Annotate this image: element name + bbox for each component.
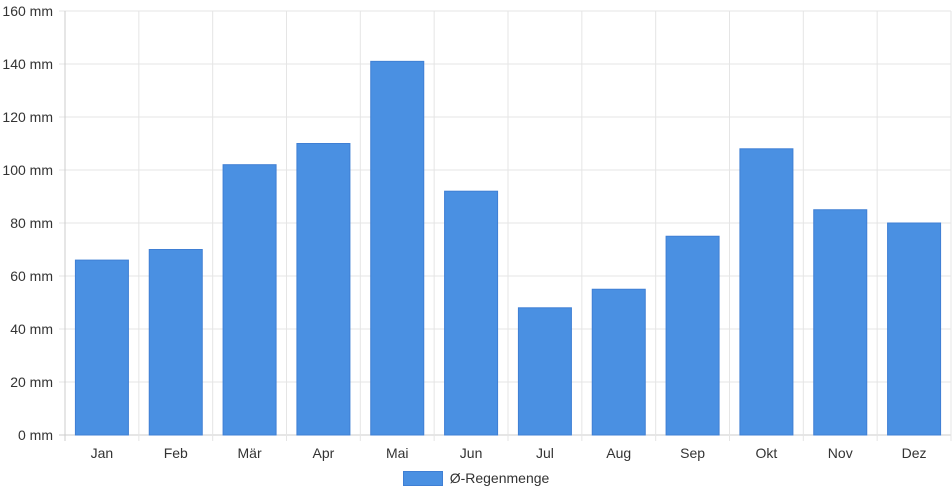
legend[interactable]: Ø-Regenmenge: [0, 470, 952, 486]
y-tick-label: 0 mm: [18, 427, 53, 443]
y-tick-label: 140 mm: [2, 56, 53, 72]
grid-lines: [59, 10, 952, 441]
x-tick-label: Nov: [828, 445, 853, 461]
legend-swatch: [402, 470, 443, 486]
bar-Nov[interactable]: [813, 209, 868, 436]
bar-Jul[interactable]: [517, 307, 572, 436]
bar-Jan[interactable]: [74, 259, 129, 436]
y-tick-label: 100 mm: [2, 162, 53, 178]
x-tick-label: Jun: [460, 445, 483, 461]
x-tick-label: Feb: [164, 445, 188, 461]
bar-Dez[interactable]: [887, 222, 942, 436]
x-tick-label: Jan: [91, 445, 114, 461]
y-tick-label: 80 mm: [10, 215, 53, 231]
x-tick-label: Jul: [536, 445, 554, 461]
x-axis-ticks: Jan Feb Mär Apr Mai Jun Jul Aug Sep Okt Nov Dez: [91, 445, 927, 461]
bar-Okt[interactable]: [739, 148, 794, 436]
bar-Apr[interactable]: [296, 143, 351, 436]
x-tick-label: Okt: [756, 445, 778, 461]
bars: [74, 60, 942, 436]
x-tick-label: Dez: [902, 445, 927, 461]
rainfall-chart: 0 mm 20 mm 40 mm 60 mm 80 mm 100 mm 120 mm 140 …: [2, 3, 952, 461]
bar-Feb[interactable]: [148, 249, 203, 436]
bar-Mär[interactable]: [222, 164, 277, 436]
legend-label: Ø-Regenmenge: [449, 470, 550, 486]
x-tick-label: Aug: [606, 445, 631, 461]
y-axis-ticks: 0 mm 20 mm 40 mm 60 mm 80 mm 100 mm 120 mm 140 …: [2, 3, 53, 443]
bar-Aug[interactable]: [591, 288, 646, 436]
y-tick-label: 40 mm: [10, 321, 53, 337]
x-tick-label: Sep: [680, 445, 705, 461]
bar-Sep[interactable]: [665, 235, 720, 436]
bar-Jun[interactable]: [444, 190, 499, 436]
x-tick-label: Mai: [386, 445, 409, 461]
bar-Mai[interactable]: [370, 60, 425, 436]
y-tick-label: 160 mm: [2, 3, 53, 19]
y-tick-label: 20 mm: [10, 374, 53, 390]
x-tick-label: Mär: [238, 445, 262, 461]
y-tick-label: 120 mm: [2, 109, 53, 125]
y-tick-label: 60 mm: [10, 268, 53, 284]
x-tick-label: Apr: [313, 445, 335, 461]
